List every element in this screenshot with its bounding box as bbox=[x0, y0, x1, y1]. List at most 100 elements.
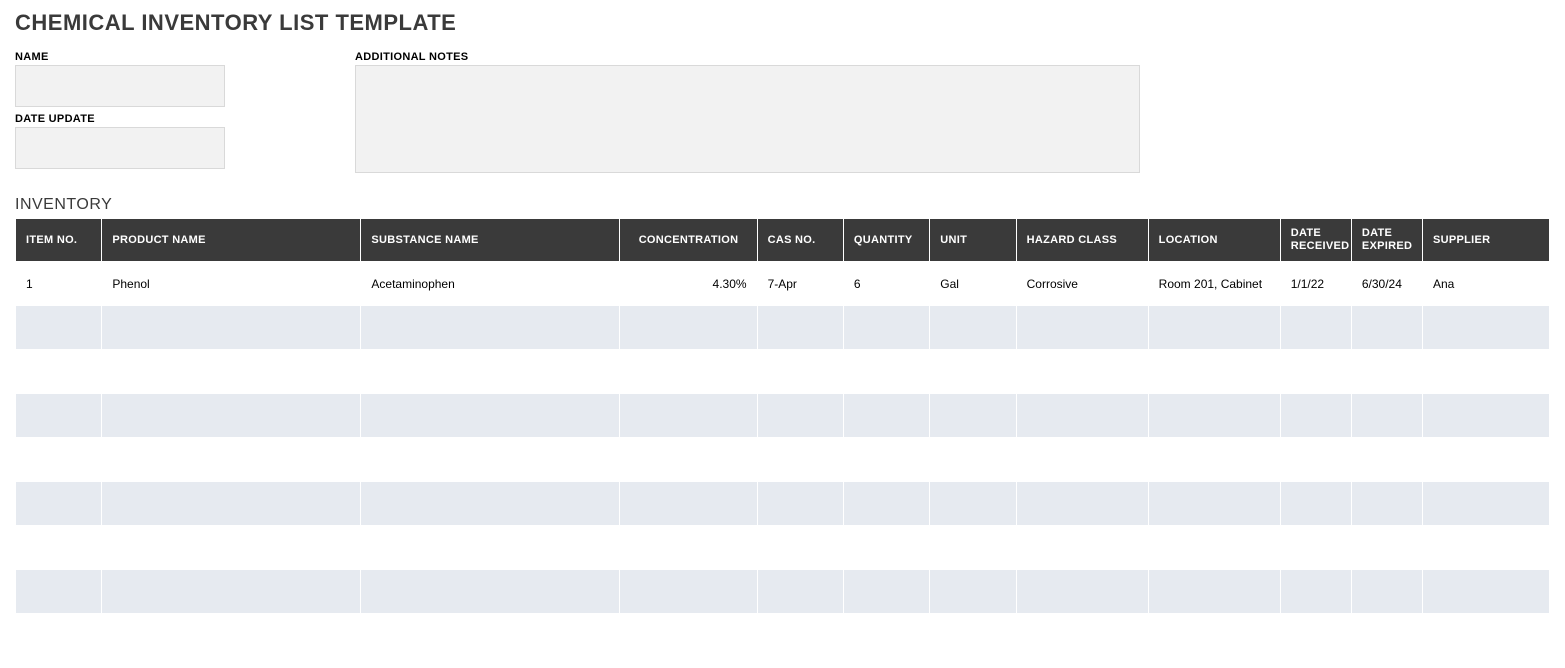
cell-substance_name[interactable] bbox=[361, 438, 620, 482]
cell-date_received[interactable] bbox=[1280, 570, 1351, 614]
date-update-input[interactable] bbox=[15, 127, 225, 169]
cell-cas_no[interactable] bbox=[757, 614, 843, 658]
cell-date_received[interactable]: 1/1/22 bbox=[1280, 262, 1351, 306]
cell-item_no[interactable] bbox=[16, 570, 102, 614]
cell-cas_no[interactable] bbox=[757, 306, 843, 350]
cell-quantity[interactable] bbox=[843, 350, 929, 394]
cell-item_no[interactable] bbox=[16, 614, 102, 658]
cell-hazard_class[interactable] bbox=[1016, 526, 1148, 570]
cell-date_expired[interactable] bbox=[1351, 306, 1422, 350]
cell-hazard_class[interactable] bbox=[1016, 438, 1148, 482]
cell-substance_name[interactable] bbox=[361, 350, 620, 394]
cell-location[interactable] bbox=[1148, 482, 1280, 526]
cell-hazard_class[interactable] bbox=[1016, 570, 1148, 614]
cell-quantity[interactable]: 6 bbox=[843, 262, 929, 306]
cell-hazard_class[interactable] bbox=[1016, 394, 1148, 438]
cell-unit[interactable] bbox=[930, 526, 1016, 570]
cell-cas_no[interactable] bbox=[757, 482, 843, 526]
cell-hazard_class[interactable] bbox=[1016, 482, 1148, 526]
cell-concentration[interactable] bbox=[620, 438, 757, 482]
cell-unit[interactable]: Gal bbox=[930, 262, 1016, 306]
cell-date_expired[interactable] bbox=[1351, 482, 1422, 526]
cell-location[interactable]: Room 201, Cabinet bbox=[1148, 262, 1280, 306]
cell-product_name[interactable] bbox=[102, 306, 361, 350]
cell-hazard_class[interactable] bbox=[1016, 614, 1148, 658]
cell-date_expired[interactable] bbox=[1351, 394, 1422, 438]
cell-item_no[interactable] bbox=[16, 350, 102, 394]
cell-substance_name[interactable] bbox=[361, 306, 620, 350]
cell-supplier[interactable] bbox=[1422, 438, 1549, 482]
cell-supplier[interactable] bbox=[1422, 482, 1549, 526]
cell-substance_name[interactable] bbox=[361, 482, 620, 526]
cell-item_no[interactable] bbox=[16, 306, 102, 350]
cell-concentration[interactable] bbox=[620, 306, 757, 350]
cell-quantity[interactable] bbox=[843, 306, 929, 350]
cell-location[interactable] bbox=[1148, 350, 1280, 394]
cell-product_name[interactable] bbox=[102, 614, 361, 658]
cell-quantity[interactable] bbox=[843, 570, 929, 614]
cell-cas_no[interactable] bbox=[757, 570, 843, 614]
cell-location[interactable] bbox=[1148, 614, 1280, 658]
cell-location[interactable] bbox=[1148, 526, 1280, 570]
cell-product_name[interactable] bbox=[102, 394, 361, 438]
cell-date_expired[interactable] bbox=[1351, 614, 1422, 658]
cell-concentration[interactable] bbox=[620, 614, 757, 658]
cell-unit[interactable] bbox=[930, 394, 1016, 438]
cell-unit[interactable] bbox=[930, 306, 1016, 350]
cell-supplier[interactable] bbox=[1422, 306, 1549, 350]
cell-concentration[interactable] bbox=[620, 482, 757, 526]
cell-supplier[interactable] bbox=[1422, 614, 1549, 658]
cell-date_expired[interactable]: 6/30/24 bbox=[1351, 262, 1422, 306]
cell-location[interactable] bbox=[1148, 394, 1280, 438]
cell-supplier[interactable] bbox=[1422, 394, 1549, 438]
cell-substance_name[interactable]: Acetaminophen bbox=[361, 262, 620, 306]
cell-product_name[interactable] bbox=[102, 350, 361, 394]
cell-supplier[interactable] bbox=[1422, 350, 1549, 394]
cell-product_name[interactable] bbox=[102, 526, 361, 570]
name-input[interactable] bbox=[15, 65, 225, 107]
cell-quantity[interactable] bbox=[843, 394, 929, 438]
cell-substance_name[interactable] bbox=[361, 394, 620, 438]
cell-supplier[interactable] bbox=[1422, 570, 1549, 614]
cell-quantity[interactable] bbox=[843, 614, 929, 658]
cell-unit[interactable] bbox=[930, 350, 1016, 394]
cell-hazard_class[interactable] bbox=[1016, 350, 1148, 394]
cell-supplier[interactable] bbox=[1422, 526, 1549, 570]
cell-supplier[interactable]: Ana bbox=[1422, 262, 1549, 306]
notes-input[interactable] bbox=[355, 65, 1140, 173]
cell-quantity[interactable] bbox=[843, 482, 929, 526]
cell-date_received[interactable] bbox=[1280, 306, 1351, 350]
cell-location[interactable] bbox=[1148, 438, 1280, 482]
cell-substance_name[interactable] bbox=[361, 526, 620, 570]
cell-location[interactable] bbox=[1148, 570, 1280, 614]
cell-concentration[interactable] bbox=[620, 350, 757, 394]
cell-product_name[interactable]: Phenol bbox=[102, 262, 361, 306]
cell-date_expired[interactable] bbox=[1351, 350, 1422, 394]
cell-cas_no[interactable] bbox=[757, 438, 843, 482]
cell-concentration[interactable] bbox=[620, 526, 757, 570]
cell-concentration[interactable]: 4.30% bbox=[620, 262, 757, 306]
cell-date_received[interactable] bbox=[1280, 526, 1351, 570]
cell-date_received[interactable] bbox=[1280, 614, 1351, 658]
cell-hazard_class[interactable]: Corrosive bbox=[1016, 262, 1148, 306]
cell-date_received[interactable] bbox=[1280, 438, 1351, 482]
cell-cas_no[interactable] bbox=[757, 394, 843, 438]
cell-unit[interactable] bbox=[930, 482, 1016, 526]
cell-date_received[interactable] bbox=[1280, 350, 1351, 394]
cell-concentration[interactable] bbox=[620, 394, 757, 438]
cell-product_name[interactable] bbox=[102, 482, 361, 526]
cell-location[interactable] bbox=[1148, 306, 1280, 350]
cell-product_name[interactable] bbox=[102, 570, 361, 614]
cell-substance_name[interactable] bbox=[361, 614, 620, 658]
cell-unit[interactable] bbox=[930, 614, 1016, 658]
cell-item_no[interactable] bbox=[16, 482, 102, 526]
cell-cas_no[interactable]: 7-Apr bbox=[757, 262, 843, 306]
cell-date_expired[interactable] bbox=[1351, 438, 1422, 482]
cell-hazard_class[interactable] bbox=[1016, 306, 1148, 350]
cell-item_no[interactable] bbox=[16, 526, 102, 570]
cell-date_received[interactable] bbox=[1280, 394, 1351, 438]
cell-quantity[interactable] bbox=[843, 526, 929, 570]
cell-cas_no[interactable] bbox=[757, 526, 843, 570]
cell-item_no[interactable] bbox=[16, 394, 102, 438]
cell-product_name[interactable] bbox=[102, 438, 361, 482]
